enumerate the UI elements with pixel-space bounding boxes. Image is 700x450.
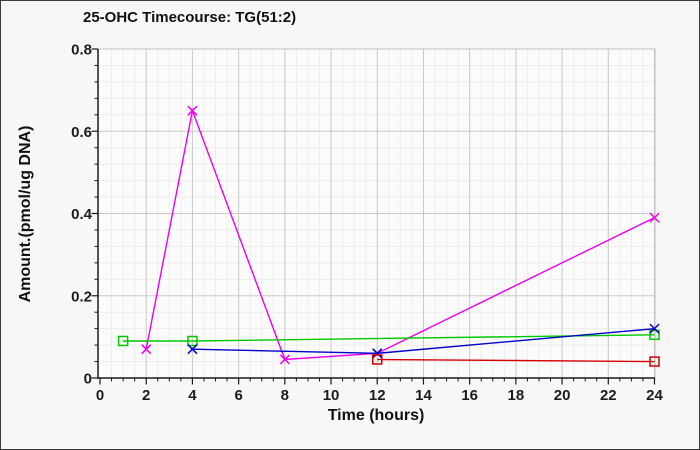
series-green-series	[117, 329, 660, 347]
chart-title: 25-OHC Timecourse: TG(51:2)	[83, 9, 297, 26]
x-tick-label: 0	[96, 387, 104, 404]
x-tick-label: 12	[369, 387, 386, 404]
x-tick-label: 24	[646, 387, 663, 404]
x-axis-tick-labels: 0 2 4 6 8 10 12 14 16 18 20 22 24	[96, 387, 664, 404]
x-tick-label: 2	[142, 387, 150, 404]
y-axis-tick-labels: 0 0.2 0.4 0.6 0.8	[71, 42, 93, 388]
y-tick-label: 0.2	[71, 288, 92, 305]
x-tick-label: 8	[281, 387, 289, 404]
x-tick-label: 16	[461, 387, 478, 404]
y-axis-title: Amount.(pmol/ug DNA)	[17, 125, 34, 303]
y-tick-label: 0.6	[71, 124, 92, 141]
x-tick-label: 4	[188, 387, 197, 404]
y-axis-ticks	[91, 48, 98, 379]
x-tick-label: 22	[600, 387, 617, 404]
y-tick-label: 0.4	[71, 206, 93, 223]
x-tick-label: 14	[415, 387, 432, 404]
x-tick-label: 20	[554, 387, 571, 404]
series-red-series	[372, 354, 660, 367]
x-axis-ticks	[99, 378, 656, 385]
x-axis-title: Time (hours)	[327, 407, 425, 424]
x-tick-label: 18	[508, 387, 525, 404]
x-tick-label: 6	[234, 387, 242, 404]
series-blue-series	[187, 323, 660, 359]
series-magenta-series	[141, 105, 660, 365]
y-tick-label: 0.8	[71, 42, 92, 59]
x-tick-label: 10	[323, 387, 340, 404]
y-tick-label: 0	[84, 371, 92, 388]
